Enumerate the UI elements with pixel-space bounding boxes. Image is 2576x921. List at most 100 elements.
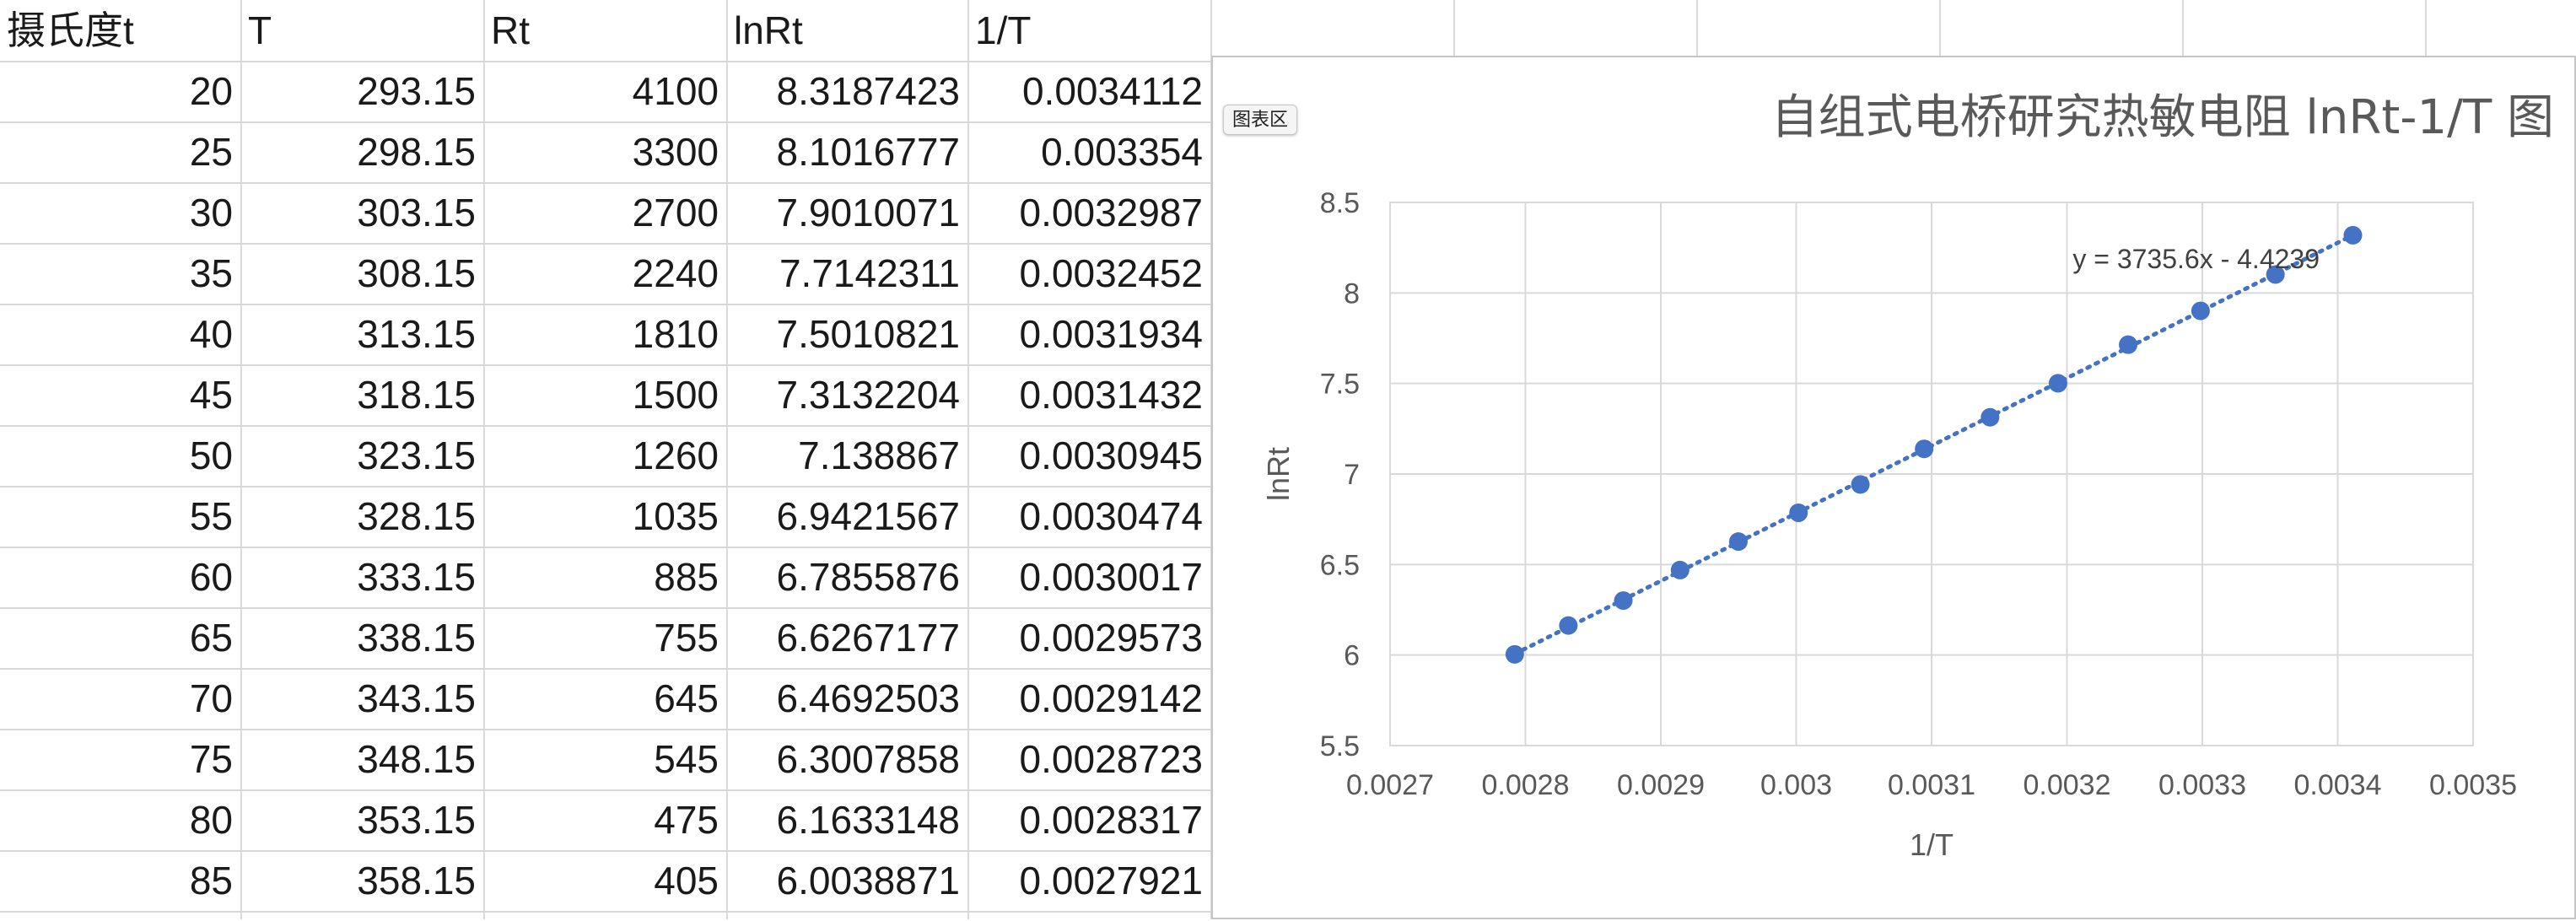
cell-inverse-T[interactable]: 0.0030474 <box>1019 494 1203 538</box>
cell-celsius[interactable]: 75 <box>189 737 233 781</box>
x-axis-title: 1/T <box>1910 827 1954 862</box>
cell-T[interactable]: 358.15 <box>357 859 476 902</box>
cell-lnRt[interactable]: 7.5010821 <box>776 312 960 356</box>
trendline-equation: y = 3735.6x - 4.4239 <box>2072 244 2320 274</box>
x-tick-label: 0.0028 <box>1482 769 1570 801</box>
cell-celsius[interactable]: 70 <box>189 676 233 720</box>
cell-inverse-T[interactable]: 0.003354 <box>1041 130 1203 174</box>
cell-Rt[interactable]: 1035 <box>632 494 719 538</box>
cell-lnRt[interactable]: 7.138867 <box>798 434 960 477</box>
cell-celsius[interactable]: 80 <box>189 798 233 842</box>
y-tick-label: 6 <box>1344 640 1360 672</box>
cell-lnRt[interactable]: 6.7855876 <box>776 555 960 599</box>
cell-T[interactable]: 318.15 <box>357 373 476 417</box>
cell-inverse-T[interactable]: 0.0031934 <box>1019 312 1203 356</box>
chart-area-tooltip: 图表区 <box>1223 105 1298 135</box>
cell-celsius[interactable]: 25 <box>189 130 233 174</box>
data-point <box>1614 591 1633 611</box>
y-axis-title: lnRt <box>1261 447 1296 501</box>
cell-T[interactable]: 298.15 <box>357 130 476 174</box>
cell-Rt[interactable]: 3300 <box>632 130 719 174</box>
cell-lnRt[interactable]: 7.3132204 <box>776 373 960 417</box>
cell-celsius[interactable]: 60 <box>189 555 233 599</box>
y-tick-label: 7.5 <box>1320 369 1360 401</box>
cell-T[interactable]: 308.15 <box>357 251 476 295</box>
data-point <box>2343 225 2363 245</box>
cell-T[interactable]: 293.15 <box>357 69 476 113</box>
cell-T[interactable]: 323.15 <box>357 434 476 477</box>
y-tick-label: 7 <box>1344 459 1360 491</box>
cell-Rt[interactable]: 2700 <box>632 191 719 234</box>
cell-Rt[interactable]: 1500 <box>632 373 719 417</box>
cell-Rt[interactable]: 475 <box>654 798 719 842</box>
cell-inverse-T[interactable]: 0.0030017 <box>1019 555 1203 599</box>
cell-T[interactable]: 338.15 <box>357 616 476 660</box>
cell-lnRt[interactable]: 6.1633148 <box>776 798 960 842</box>
cell-T[interactable]: 313.15 <box>357 312 476 356</box>
cell-celsius[interactable]: 50 <box>189 434 233 477</box>
cell-celsius[interactable]: 35 <box>189 251 233 295</box>
data-point <box>1670 560 1689 579</box>
cell-inverse-T[interactable]: 0.0029573 <box>1019 616 1203 660</box>
cell-inverse-T[interactable]: 0.0029142 <box>1019 676 1203 720</box>
x-tick-label: 0.003 <box>1760 769 1832 801</box>
header-cell-lnRt[interactable]: lnRt <box>734 8 803 52</box>
cell-T[interactable]: 333.15 <box>357 555 476 599</box>
cell-inverse-T[interactable]: 0.0028317 <box>1019 798 1203 842</box>
cell-T[interactable]: 303.15 <box>357 191 476 234</box>
cell-celsius[interactable]: 65 <box>189 616 233 660</box>
cell-lnRt[interactable]: 8.3187423 <box>776 69 960 113</box>
x-tick-label: 0.0032 <box>2024 769 2111 801</box>
chart-title: 自组式电桥研究热敏电阻 lnRt-1/T 图 <box>1771 90 2554 145</box>
cell-lnRt[interactable]: 6.3007858 <box>776 737 960 781</box>
cell-lnRt[interactable]: 6.4692503 <box>776 676 960 720</box>
cell-inverse-T[interactable]: 0.0027921 <box>1019 859 1203 902</box>
cell-inverse-T[interactable]: 0.0031432 <box>1019 373 1203 417</box>
cell-lnRt[interactable]: 7.9010071 <box>776 191 960 234</box>
cell-lnRt[interactable]: 6.0038871 <box>776 859 960 902</box>
x-tick-label: 0.0031 <box>1888 769 1975 801</box>
cell-lnRt[interactable]: 6.6267177 <box>776 616 960 660</box>
cell-Rt[interactable]: 885 <box>654 555 719 599</box>
cell-T[interactable]: 353.15 <box>357 798 476 842</box>
cell-T[interactable]: 348.15 <box>357 737 476 781</box>
cell-inverse-T[interactable]: 0.0028723 <box>1019 737 1203 781</box>
cell-inverse-T[interactable]: 0.0032452 <box>1019 251 1203 295</box>
cell-Rt[interactable]: 1260 <box>632 434 719 477</box>
data-point <box>2048 374 2067 393</box>
cell-lnRt[interactable]: 7.7142311 <box>779 251 960 295</box>
x-tick-label: 0.0035 <box>2429 769 2517 801</box>
data-point <box>1728 532 1748 552</box>
cell-Rt[interactable]: 545 <box>654 737 719 781</box>
header-cell-celsius[interactable]: 摄氏度t <box>7 8 134 52</box>
chart-area[interactable]: 0.0027 0.0028 0.0029 0.003 0.0031 0.0032 0.003… <box>1211 56 2576 919</box>
cell-T[interactable]: 328.15 <box>357 494 476 538</box>
cell-Rt[interactable]: 4100 <box>632 69 719 113</box>
cell-lnRt[interactable]: 6.9421567 <box>776 494 960 538</box>
data-point <box>2266 265 2285 284</box>
cell-Rt[interactable]: 755 <box>654 616 719 660</box>
cell-celsius[interactable]: 40 <box>189 312 233 356</box>
cell-celsius[interactable]: 55 <box>189 494 233 538</box>
x-tick-label: 0.0033 <box>2158 769 2246 801</box>
header-cell-T[interactable]: T <box>248 8 272 52</box>
y-tick-label: 6.5 <box>1320 549 1360 581</box>
cell-inverse-T[interactable]: 0.0032987 <box>1019 191 1203 234</box>
cell-celsius[interactable]: 20 <box>189 69 233 113</box>
cell-Rt[interactable]: 2240 <box>632 251 719 295</box>
cell-Rt[interactable]: 1810 <box>632 312 719 356</box>
cell-Rt[interactable]: 645 <box>654 676 719 720</box>
cell-inverse-T[interactable]: 0.0030945 <box>1019 434 1203 477</box>
cell-Rt[interactable]: 405 <box>654 859 719 902</box>
header-cell-Rt[interactable]: Rt <box>491 8 530 52</box>
cell-celsius[interactable]: 45 <box>189 373 233 417</box>
cell-T[interactable]: 343.15 <box>357 676 476 720</box>
cell-lnRt[interactable]: 8.1016777 <box>776 130 960 174</box>
cell-celsius[interactable]: 30 <box>189 191 233 234</box>
data-point <box>2119 335 2138 354</box>
cell-celsius[interactable]: 85 <box>189 859 233 902</box>
cell-inverse-T[interactable]: 0.0034112 <box>1021 69 1203 113</box>
header-cell-inverse-T[interactable]: 1/T <box>975 8 1032 52</box>
x-tick-label: 0.0034 <box>2294 769 2382 801</box>
column-gridline <box>967 0 969 919</box>
